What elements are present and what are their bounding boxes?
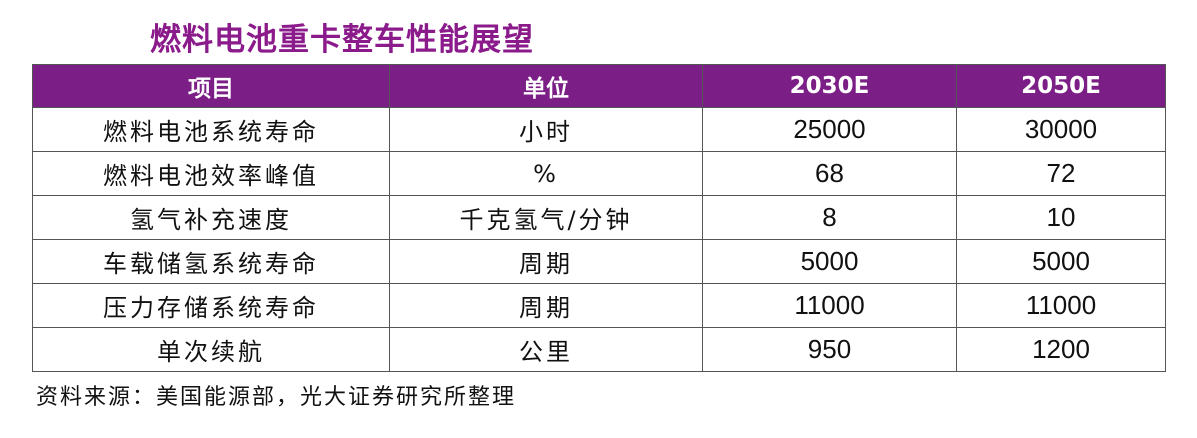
row-value-2030: 5000 — [702, 239, 957, 284]
row-item: 压力存储系统寿命 — [32, 283, 390, 328]
row-value-2050: 11000 — [956, 283, 1166, 328]
row-value-2050: 10 — [956, 195, 1166, 240]
row-value-2030: 950 — [702, 327, 957, 372]
row-value-2050: 72 — [956, 151, 1166, 196]
source-note: 资料来源：美国能源部，光大证券研究所整理 — [36, 385, 517, 410]
row-item: 车载储氢系统寿命 — [32, 239, 390, 284]
row-value-2030: 25000 — [702, 107, 957, 152]
row-item: 单次续航 — [32, 327, 390, 372]
row-unit: 千克氢气/分钟 — [389, 195, 703, 240]
header-2030e: 2030E — [702, 64, 957, 108]
table-row: 氢气补充速度 千克氢气/分钟 8 10 — [32, 195, 1166, 240]
table-row: 燃料电池效率峰值 % 68 72 — [32, 151, 1166, 196]
row-value-2030: 68 — [702, 151, 957, 196]
row-value-2050: 30000 — [956, 107, 1166, 152]
header-2050e: 2050E — [956, 64, 1166, 108]
row-unit: 周期 — [389, 239, 703, 284]
row-value-2030: 8 — [702, 195, 957, 240]
table-row: 燃料电池系统寿命 小时 25000 30000 — [32, 107, 1166, 152]
header-unit: 单位 — [389, 64, 703, 108]
row-item: 燃料电池效率峰值 — [32, 151, 390, 196]
performance-table: 项目 单位 2030E 2050E 燃料电池系统寿命 小时 25000 3000… — [32, 64, 1166, 372]
table-header-row: 项目 单位 2030E 2050E — [32, 64, 1166, 108]
header-item: 项目 — [32, 64, 390, 108]
row-value-2050: 5000 — [956, 239, 1166, 284]
row-item: 燃料电池系统寿命 — [32, 107, 390, 152]
row-unit: % — [389, 151, 703, 196]
row-value-2050: 1200 — [956, 327, 1166, 372]
row-unit: 小时 — [389, 107, 703, 152]
row-unit: 周期 — [389, 283, 703, 328]
page-title: 燃料电池重卡整车性能展望 — [150, 22, 534, 58]
row-unit: 公里 — [389, 327, 703, 372]
table-row: 车载储氢系统寿命 周期 5000 5000 — [32, 239, 1166, 284]
row-item: 氢气补充速度 — [32, 195, 390, 240]
row-value-2030: 11000 — [702, 283, 957, 328]
table-row: 单次续航 公里 950 1200 — [32, 327, 1166, 372]
table-row: 压力存储系统寿命 周期 11000 11000 — [32, 283, 1166, 328]
